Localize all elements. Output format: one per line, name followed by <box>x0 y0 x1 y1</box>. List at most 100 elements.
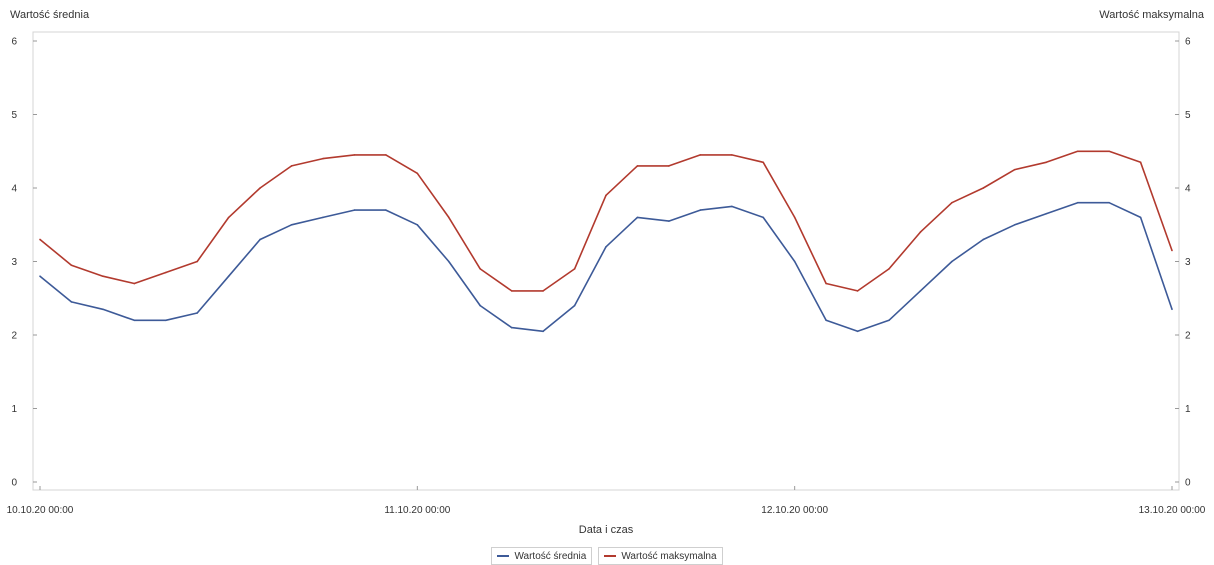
y-tick-label-right: 4 <box>1185 184 1191 195</box>
series-point-mean <box>573 304 576 307</box>
legend-swatch <box>497 555 510 557</box>
series-point-max <box>730 154 733 156</box>
x-axis-label: Data i czas <box>579 524 634 536</box>
y-tick-label-left: 5 <box>11 110 17 121</box>
series-point-mean <box>39 275 41 278</box>
series-point-mean <box>510 326 513 329</box>
legend-swatch <box>604 555 617 557</box>
x-tick-label: 13.10.20 00:00 <box>1139 505 1206 516</box>
series-point-max <box>385 154 387 156</box>
y-tick-label-right: 5 <box>1185 110 1191 121</box>
y-axis-right-label: Wartość maksymalna <box>1099 9 1204 21</box>
series-point-max <box>951 201 953 204</box>
legend-item-mean: Wartość średnia <box>491 547 593 565</box>
series-point-max <box>416 172 419 175</box>
series-point-mean <box>699 209 702 211</box>
y-tick-label-left: 4 <box>11 184 17 195</box>
series-point-mean <box>605 246 607 248</box>
series-point-max <box>510 290 513 292</box>
series-point-mean <box>919 290 922 292</box>
series-point-mean <box>196 312 199 314</box>
legend-label: Wartość średnia <box>514 550 587 562</box>
series-point-max <box>1013 168 1016 171</box>
series-point-max <box>1076 150 1079 153</box>
y-tick-label-right: 6 <box>1185 37 1191 48</box>
y-tick-label-right: 1 <box>1185 404 1191 415</box>
y-tick-label-left: 2 <box>11 331 17 342</box>
series-point-max <box>856 290 859 292</box>
series-point-max <box>164 271 167 274</box>
series-point-mean <box>133 319 136 322</box>
series-point-mean <box>479 304 482 307</box>
series-layer <box>39 150 1173 333</box>
y-tick-label-left: 6 <box>11 37 17 48</box>
series-point-mean <box>951 260 953 263</box>
series-point-max <box>1171 249 1173 252</box>
plot-area-frame <box>32 31 1180 491</box>
series-point-max <box>982 187 985 189</box>
series-point-max <box>353 154 356 156</box>
y-tick-label-right: 3 <box>1185 257 1191 268</box>
series-point-mean <box>70 301 73 303</box>
series-point-mean <box>416 223 419 226</box>
series-point-max <box>1045 161 1048 164</box>
series-point-mean <box>636 216 639 219</box>
series-point-mean <box>825 319 827 322</box>
series-point-mean <box>353 209 356 211</box>
series-point-max <box>636 165 639 167</box>
series-point-max <box>1108 150 1110 153</box>
series-point-mean <box>793 260 796 263</box>
legend: Wartość średnia Wartość maksymalna <box>0 547 1214 565</box>
series-point-mean <box>1108 201 1110 204</box>
series-point-mean <box>1013 223 1016 226</box>
series-point-mean <box>762 216 765 219</box>
series-point-mean <box>102 308 104 311</box>
legend-label: Wartość maksymalna <box>621 550 717 562</box>
series-point-max <box>290 165 293 167</box>
series-point-mean <box>668 220 670 222</box>
series-point-max <box>259 187 261 189</box>
series-point-mean <box>447 260 450 263</box>
y-tick-label-left: 3 <box>11 257 17 268</box>
series-point-max <box>888 268 890 270</box>
series-point-max <box>322 157 324 160</box>
series-point-mean <box>227 275 230 278</box>
x-tick-label: 11.10.20 00:00 <box>384 505 450 516</box>
series-point-mean <box>1076 201 1079 204</box>
series-point-mean <box>888 319 890 322</box>
series-point-max <box>668 165 670 167</box>
series-point-max <box>762 161 765 164</box>
series-point-max <box>39 238 41 241</box>
series-point-max <box>227 216 230 219</box>
series-point-mean <box>1139 216 1142 219</box>
x-axis-ticks: 10.10.20 00:00 11.10.20 00:00 12.10.20 00:… <box>7 486 1206 516</box>
series-point-max <box>699 154 702 156</box>
series-point-max <box>102 275 104 278</box>
series-point-max <box>1139 161 1142 164</box>
series-point-max <box>133 282 136 285</box>
series-point-mean <box>730 205 733 208</box>
y-axis-left-ticks: 0 1 2 3 4 5 6 <box>11 37 37 489</box>
y-tick-label-left: 0 <box>11 478 17 489</box>
series-point-max <box>479 268 482 270</box>
series-point-max <box>196 260 199 263</box>
series-point-mean <box>259 238 261 241</box>
y-axis-right-ticks: 0 1 2 3 4 5 6 <box>1175 37 1191 489</box>
series-point-max <box>70 264 73 266</box>
x-tick-label: 10.10.20 00:00 <box>7 505 74 516</box>
y-tick-label-right: 2 <box>1185 331 1191 342</box>
y-axis-left-label: Wartość średnia <box>10 9 90 21</box>
series-point-mean <box>1171 308 1173 311</box>
series-point-mean <box>385 209 387 211</box>
legend-item-max: Wartość maksymalna <box>598 547 723 565</box>
series-line-mean <box>39 201 1173 333</box>
series-point-mean <box>856 330 859 333</box>
x-tick-label: 12.10.20 00:00 <box>761 505 828 516</box>
series-point-max <box>919 231 922 233</box>
series-point-max <box>573 268 576 270</box>
series-point-mean <box>164 319 167 322</box>
series-point-max <box>542 290 544 292</box>
y-tick-label-left: 1 <box>11 404 17 415</box>
series-point-mean <box>982 238 985 241</box>
